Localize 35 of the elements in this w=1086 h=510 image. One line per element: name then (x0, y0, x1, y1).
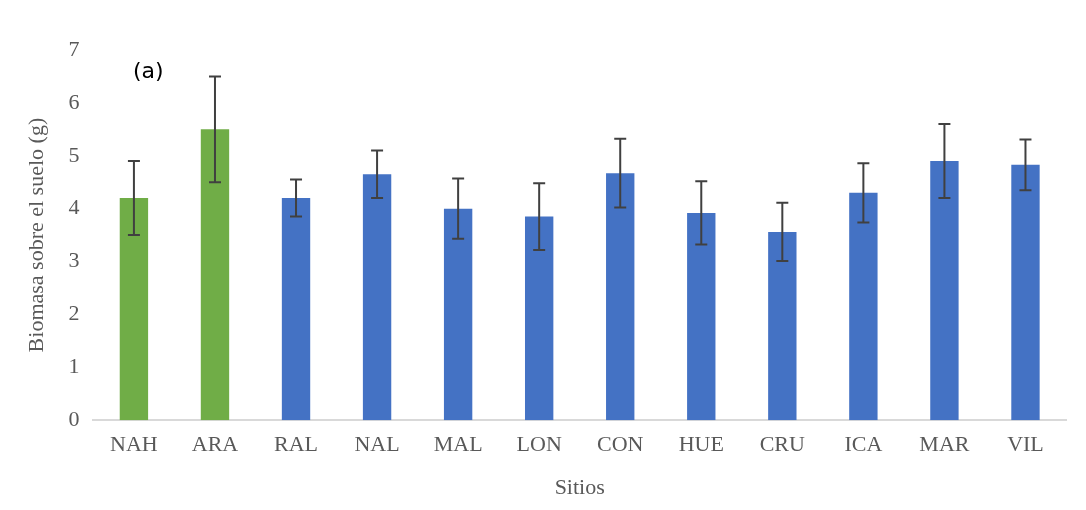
x-tick-label: HUE (678, 431, 724, 457)
x-tick-label: CON (597, 431, 644, 457)
x-tick-label: ARA (191, 431, 239, 457)
bar (362, 174, 392, 421)
annotation: (a) (133, 58, 164, 83)
bar (524, 216, 554, 421)
x-tick-label: VIL (1007, 431, 1044, 457)
x-tick-label: LON (516, 431, 562, 457)
bar (768, 231, 797, 421)
bar (849, 192, 878, 421)
x-tick-label: MAL (433, 431, 483, 457)
x-tick-label: RAL (274, 431, 319, 457)
y-axis-title: Biomasa sobre el suelo (g) (22, 117, 48, 353)
bar (606, 173, 635, 421)
y-tick-label: 0 (68, 405, 80, 431)
bar (443, 208, 473, 421)
bar (687, 212, 716, 421)
y-tick-label: 1 (68, 353, 80, 379)
x-axis-title: Sitios (554, 473, 605, 499)
bar (281, 198, 311, 421)
y-tick-label: 7 (68, 35, 80, 61)
x-tick-label: NAL (354, 431, 400, 457)
bar (200, 129, 230, 421)
y-tick-label: 3 (68, 247, 80, 273)
x-tick-label: CRU (759, 431, 806, 457)
bar (119, 198, 149, 421)
y-tick-label: 4 (68, 194, 80, 220)
y-tick-label: 6 (68, 88, 80, 114)
x-tick-label: MAR (919, 431, 970, 457)
bar (1011, 164, 1040, 421)
x-tick-label: NAH (110, 431, 158, 457)
bar (930, 161, 959, 421)
y-tick-label: 5 (68, 141, 80, 167)
y-tick-label: 2 (68, 300, 80, 326)
x-tick-label: ICA (844, 431, 883, 457)
